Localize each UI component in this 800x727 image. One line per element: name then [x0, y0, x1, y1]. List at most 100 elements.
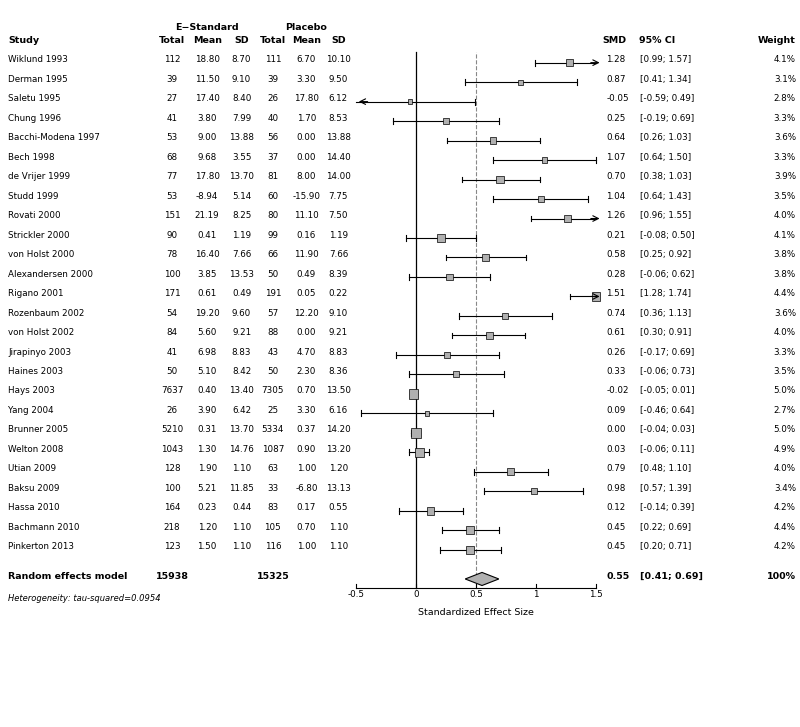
Bar	[443, 119, 449, 124]
Text: 25: 25	[267, 406, 278, 415]
Text: 0.12: 0.12	[606, 503, 626, 513]
Text: 0.17: 0.17	[297, 503, 316, 513]
Text: 50: 50	[267, 367, 278, 376]
Text: Heterogeneity: tau-squared=0.0954: Heterogeneity: tau-squared=0.0954	[8, 594, 161, 603]
Text: -6.80: -6.80	[295, 484, 318, 493]
Text: von Holst 2002: von Holst 2002	[8, 328, 74, 337]
Text: 9.68: 9.68	[198, 153, 217, 161]
Text: 3.55: 3.55	[232, 153, 251, 161]
Text: 43: 43	[267, 348, 278, 356]
Text: Wiklund 1993: Wiklund 1993	[8, 55, 68, 64]
Text: [-0.06; 0.11]: [-0.06; 0.11]	[640, 445, 694, 454]
Text: [0.48; 1.10]: [0.48; 1.10]	[640, 465, 691, 473]
Text: 0.90: 0.90	[297, 445, 316, 454]
Text: 1.07: 1.07	[606, 153, 626, 161]
Text: 54: 54	[166, 308, 178, 318]
Text: 1087: 1087	[262, 445, 284, 454]
Text: [-0.17; 0.69]: [-0.17; 0.69]	[640, 348, 694, 356]
Text: 1.51: 1.51	[606, 289, 626, 298]
Text: 4.1%: 4.1%	[774, 230, 796, 240]
Text: 13.88: 13.88	[229, 133, 254, 142]
Text: 1.04: 1.04	[606, 192, 626, 201]
Text: Standardized Effect Size: Standardized Effect Size	[418, 608, 534, 617]
Text: 1043: 1043	[161, 445, 183, 454]
Text: [-0.59; 0.49]: [-0.59; 0.49]	[640, 95, 694, 103]
Text: 3.8%: 3.8%	[774, 270, 796, 278]
Text: Total: Total	[159, 36, 185, 45]
Bar	[438, 234, 445, 242]
Text: -0.05: -0.05	[606, 95, 629, 103]
Text: 100%: 100%	[767, 571, 796, 581]
Text: [0.41; 1.34]: [0.41; 1.34]	[640, 75, 691, 84]
Text: 3.5%: 3.5%	[774, 367, 796, 376]
Text: [-0.05; 0.01]: [-0.05; 0.01]	[640, 387, 694, 395]
Text: Bachmann 2010: Bachmann 2010	[8, 523, 79, 532]
Text: 17.80: 17.80	[294, 95, 319, 103]
Text: 81: 81	[267, 172, 278, 181]
Text: Random effects model: Random effects model	[8, 571, 127, 581]
Text: 21.19: 21.19	[195, 211, 219, 220]
Text: Hays 2003: Hays 2003	[8, 387, 55, 395]
Bar	[415, 448, 424, 457]
Text: 0.33: 0.33	[606, 367, 626, 376]
Text: 53: 53	[166, 133, 178, 142]
Bar	[563, 215, 571, 222]
Text: 0.49: 0.49	[297, 270, 316, 278]
Text: 6.42: 6.42	[232, 406, 251, 415]
Text: 8.40: 8.40	[232, 95, 251, 103]
Text: 0.25: 0.25	[606, 113, 626, 123]
Text: 3.6%: 3.6%	[774, 308, 796, 318]
Text: 5.21: 5.21	[198, 484, 217, 493]
Text: 1.10: 1.10	[232, 465, 251, 473]
Text: [0.41; 0.69]: [0.41; 0.69]	[640, 571, 703, 581]
Text: 16.40: 16.40	[195, 250, 219, 259]
Text: [0.30; 0.91]: [0.30; 0.91]	[640, 328, 691, 337]
Text: 0.70: 0.70	[297, 523, 316, 532]
Text: 56: 56	[267, 133, 278, 142]
Text: [-0.04; 0.03]: [-0.04; 0.03]	[640, 425, 694, 435]
Bar	[592, 292, 600, 300]
Text: SMD: SMD	[602, 36, 626, 45]
Text: 26: 26	[166, 406, 178, 415]
Text: 11.90: 11.90	[294, 250, 318, 259]
Bar	[453, 371, 458, 377]
Text: 14.00: 14.00	[326, 172, 351, 181]
Text: Yang 2004: Yang 2004	[8, 406, 54, 415]
Text: Jirapinyo 2003: Jirapinyo 2003	[8, 348, 71, 356]
Text: Welton 2008: Welton 2008	[8, 445, 63, 454]
Text: 1.5: 1.5	[589, 590, 603, 599]
Bar	[486, 332, 493, 339]
Text: 0.70: 0.70	[606, 172, 626, 181]
Bar	[530, 489, 537, 494]
Text: [1.28; 1.74]: [1.28; 1.74]	[640, 289, 691, 298]
Text: [0.64; 1.50]: [0.64; 1.50]	[640, 153, 691, 161]
Text: 0.58: 0.58	[606, 250, 626, 259]
Text: 12.20: 12.20	[294, 308, 318, 318]
Text: von Holst 2000: von Holst 2000	[8, 250, 74, 259]
Text: 8.42: 8.42	[232, 367, 251, 376]
Text: 1.00: 1.00	[297, 465, 316, 473]
Text: 9.10: 9.10	[329, 308, 348, 318]
Text: 1.10: 1.10	[329, 523, 348, 532]
Text: SD: SD	[234, 36, 249, 45]
Text: 7.99: 7.99	[232, 113, 251, 123]
Text: 0.61: 0.61	[198, 289, 217, 298]
Bar	[408, 100, 412, 104]
Text: 7.50: 7.50	[329, 211, 348, 220]
Text: 0.98: 0.98	[606, 484, 626, 493]
Text: 9.21: 9.21	[329, 328, 348, 337]
Text: Baksu 2009: Baksu 2009	[8, 484, 59, 493]
Text: 5.10: 5.10	[198, 367, 217, 376]
Text: [-0.06; 0.62]: [-0.06; 0.62]	[640, 270, 694, 278]
Text: 0.22: 0.22	[329, 289, 348, 298]
Text: 5.14: 5.14	[232, 192, 251, 201]
Text: [-0.08; 0.50]: [-0.08; 0.50]	[640, 230, 694, 240]
Text: 84: 84	[166, 328, 178, 337]
Text: 0.16: 0.16	[297, 230, 316, 240]
Text: [0.99; 1.57]: [0.99; 1.57]	[640, 55, 691, 64]
Text: 18.80: 18.80	[194, 55, 220, 64]
Text: 9.50: 9.50	[329, 75, 348, 84]
Text: 37: 37	[267, 153, 278, 161]
Text: 53: 53	[166, 192, 178, 201]
Text: [0.64; 1.43]: [0.64; 1.43]	[640, 192, 691, 201]
